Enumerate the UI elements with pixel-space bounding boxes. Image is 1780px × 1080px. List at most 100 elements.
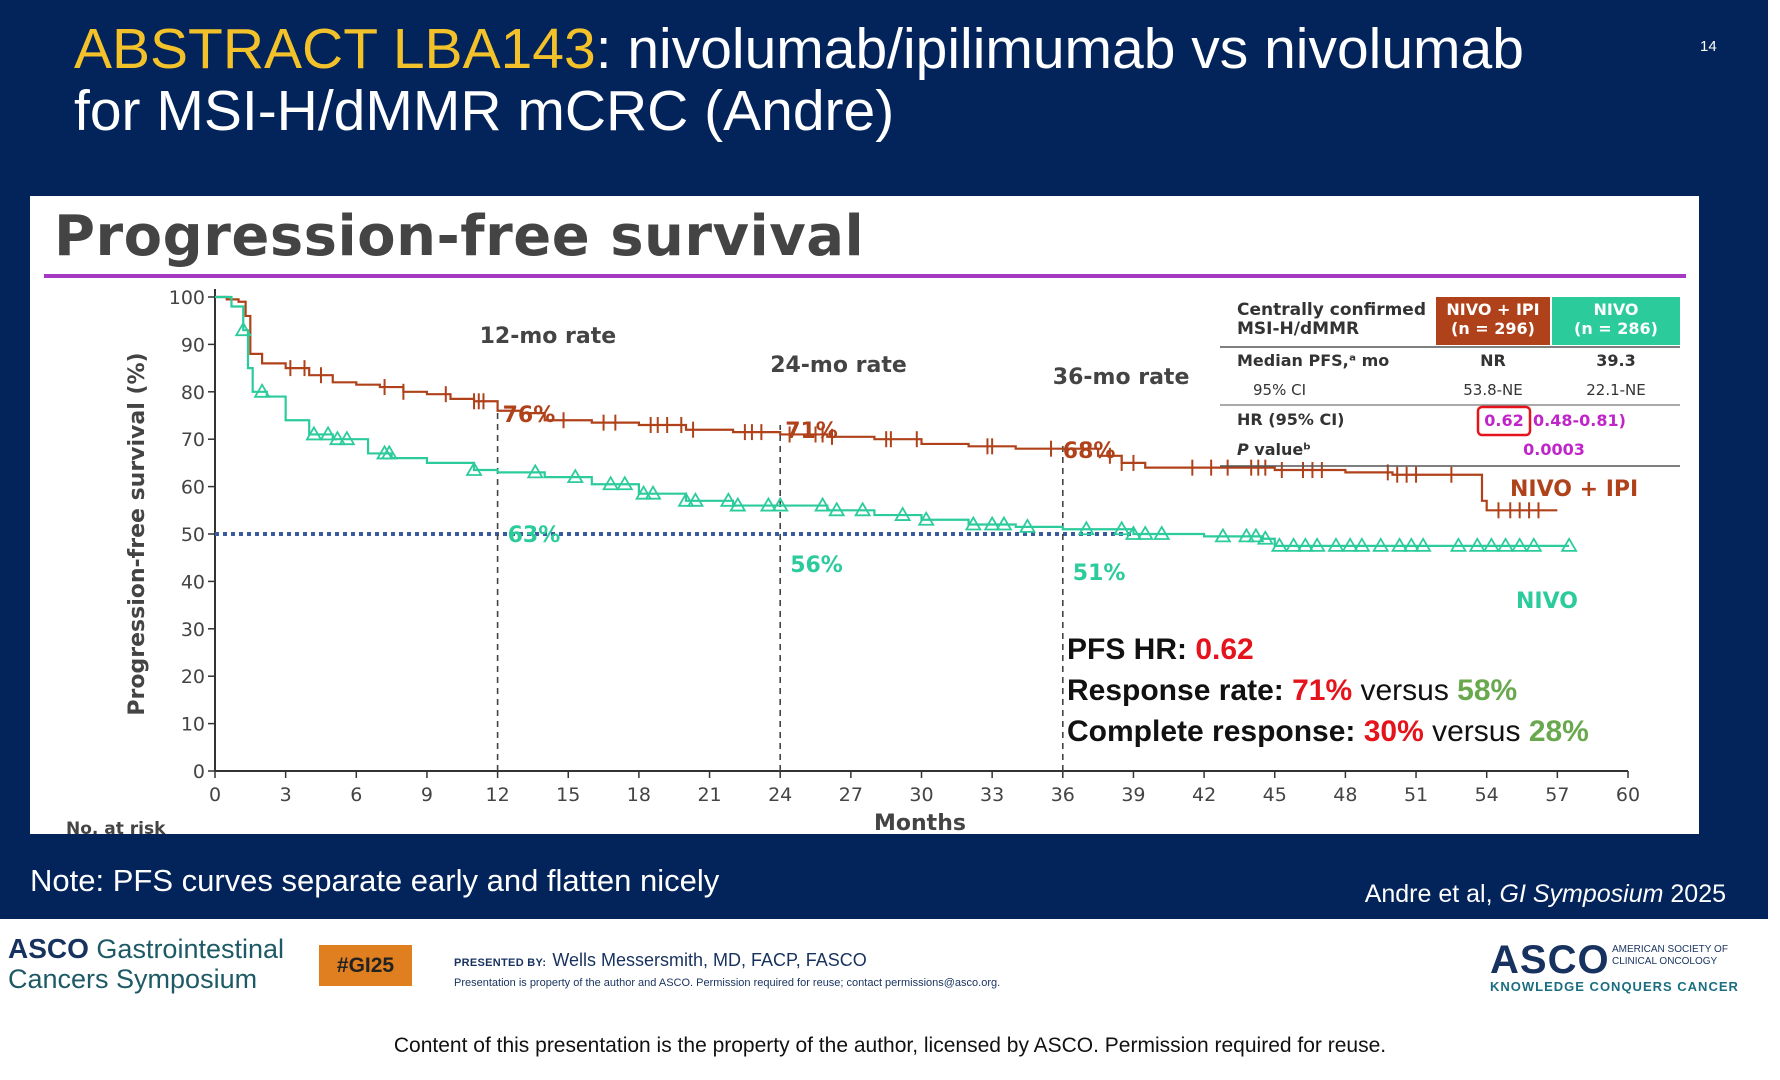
property-note: Presentation is property of the author a… [454,977,1001,989]
nivo-censor-mark [1353,537,1371,552]
nivo-censor-mark [1482,537,1500,552]
summary-annotation-2-part-3: 28% [1529,715,1589,748]
chart-panel: Progression-free survival 0 3 6 9 12 15 18 21 24… [30,196,1699,834]
x-tick-label: 3 [280,784,292,806]
title-line1: : nivolumab/ipilimumab vs nivolumab [595,17,1524,81]
table-header-nivo-line1: NIVO [1593,300,1638,319]
x-tick-label: 15 [556,784,580,806]
nivo-censor-mark [602,475,620,491]
asco-logo: ASCO AMERICAN SOCIETY OF CLINICAL ONCOLO… [1490,938,1739,994]
summary-annotation-1: Response rate: 71% versus 58% [1067,674,1517,707]
nivo-censor-mark [1414,537,1432,552]
nivo-censor-mark [894,506,912,521]
presenter-name: Wells Messersmith, MD, FACP, FASCO [552,950,867,970]
page-number: 14 [1700,38,1717,55]
asco-tagline: KNOWLEDGE CONQUERS CANCER [1490,979,1739,994]
table-cell-hr-ci: 0.48-0.81) [1533,411,1626,430]
nivo-censor-mark [380,444,398,460]
nivo-censor-mark [1468,537,1486,552]
nivo-censor-mark [319,425,337,441]
nivo-censor-mark [814,496,832,512]
nivo-censor-mark [686,492,704,507]
meeting-logo-asco: ASCO [8,933,89,964]
nivo-censor-mark [1136,525,1154,540]
nivo-censor-mark [566,468,584,484]
nivo-censor-mark [234,321,252,337]
x-tick-label: 33 [980,784,1004,806]
table-row-label: 95% CI [1253,381,1306,399]
x-tick-label: 60 [1616,784,1640,806]
summary-annotation-1-part-1: 71% [1292,674,1352,707]
y-axis-title: Progression-free survival (%) [125,352,150,715]
nivo-censor-mark [1237,527,1256,543]
summary-annotation-0: PFS HR: 0.62 [1067,633,1254,666]
nivo-censor-mark [1525,537,1543,552]
chart-title-rule [44,274,1686,278]
x-tick-label: 51 [1404,784,1428,806]
x-tick-label: 57 [1545,784,1569,806]
legend-nivo-ipi: NIVO + IPI [1510,477,1638,502]
table-row-label-pvalue: P valueᵇ [1237,440,1311,459]
x-tick-label: 42 [1192,784,1216,806]
nivo-censor-mark [253,383,271,398]
nivo-censor-mark [1327,537,1345,552]
x-tick-label: 39 [1121,784,1145,806]
nivo-censor-mark [771,496,789,512]
table-row-label-pvalue-part-1: valueᵇ [1249,440,1311,459]
summary-annotation-2-part-2: versus [1424,715,1529,748]
citation-journal: GI Symposium [1499,880,1664,908]
citation-year: 2025 [1663,880,1726,908]
nivo-censor-mark [983,515,1001,531]
summary-annotation-0-part-1: 0.62 [1195,633,1253,666]
table-header-nivo-ipi-bg [1436,297,1550,345]
nivo-censor-mark [644,484,662,500]
table-row-label: Median PFS,ᵃ mo [1237,351,1389,370]
no-at-risk-label: No. at risk [66,819,166,834]
slide-title: ABSTRACT LBA143: nivolumab/ipilimumab vs… [74,18,1654,142]
nivo-censor-mark [1511,537,1529,552]
summary-annotation-2: Complete response: 30% versus 28% [1067,715,1589,748]
nivo-censor-mark [917,510,935,526]
x-tick-label: 54 [1475,784,1499,806]
summary-annotation-2-part-1: 30% [1364,715,1424,748]
disclaimer: Content of this presentation is the prop… [393,1034,1387,1057]
y-tick-label: 50 [181,524,205,546]
hr-highlight-box [1476,405,1532,437]
asco-logo-wordmark: ASCO [1490,938,1610,982]
slide-background: ABSTRACT LBA143: nivolumab/ipilimumab vs… [0,0,1768,919]
nivo-censor-mark [1449,537,1468,552]
summary-annotation-2-part-0: Complete response: [1067,715,1364,748]
table-cell-hr: 0.62 [1484,411,1523,430]
nivo-censor-mark [526,463,544,479]
pfs-chart: 0 3 6 9 12 15 18 21 24 27 30 33 36 39 42 45 48 51 54 57 6001… [66,287,1680,834]
table-cell: NR [1480,351,1506,370]
x-tick-label: 6 [350,784,362,806]
x-tick-label: 9 [421,784,433,806]
x-tick-label: 24 [768,784,792,806]
table-cell: 22.1-NE [1586,381,1646,399]
x-axis-title: Months [874,811,966,834]
nivo-censor-mark [719,492,737,507]
meeting-logo-line1: Gastrointestinal [96,934,285,964]
landmark-label: 36-mo rate [1053,365,1190,390]
table-header-nivo-ipi-line1: NIVO + IPI [1446,300,1539,319]
x-tick-label: 30 [909,784,933,806]
nivo-censor-mark [1256,529,1274,545]
landmark-label: 12-mo rate [480,324,617,349]
nivo-censor-mark [1308,537,1326,552]
nivo-censor-mark [635,484,653,500]
title-abstract-id: ABSTRACT LBA143 [74,17,596,81]
landmark-nivo-ipi-rate: 76% [503,403,556,428]
nivo-censor-mark [328,430,347,446]
nivo-censor-mark [1496,537,1515,552]
nivo-censor-mark [305,425,323,441]
asco-society-name: AMERICAN SOCIETY OF CLINICAL ONCOLOGY [1612,944,1728,967]
table-cell-pvalue: 0.0003 [1523,440,1585,459]
nivo-censor-mark [1077,520,1095,536]
landmark-nivo-ipi-rate: 68% [1063,439,1116,464]
landmark-label: 24-mo rate [770,353,907,378]
presented-by-label: PRESENTED BY: [454,957,547,969]
footer [0,919,1780,1024]
landmark-nivo-rate: 56% [790,553,843,578]
nivo-censor-mark [1402,537,1420,552]
